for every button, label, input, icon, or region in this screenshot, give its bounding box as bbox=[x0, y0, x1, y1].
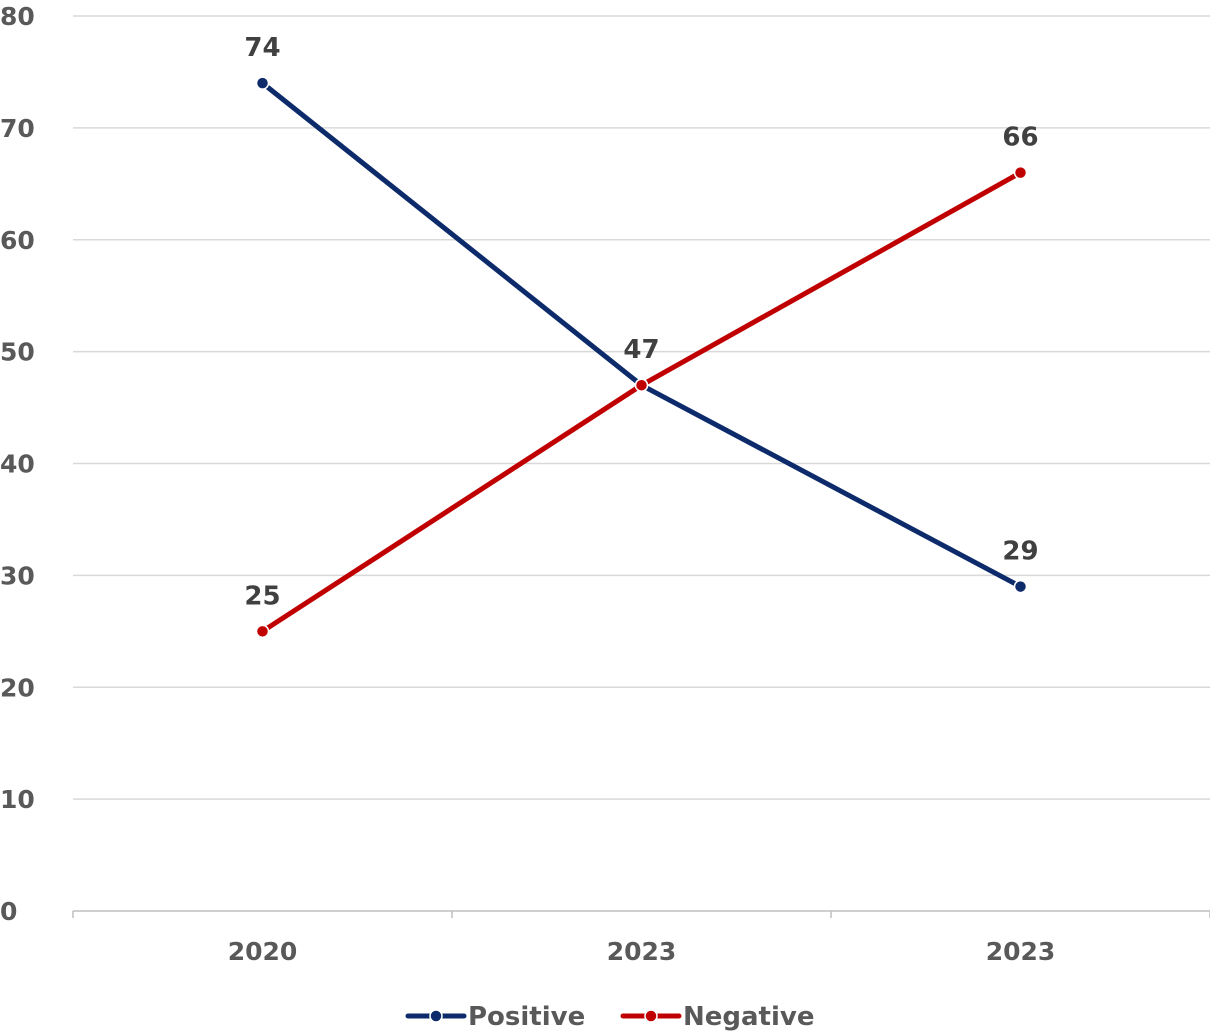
data-label-negative-0: 25 bbox=[244, 581, 280, 611]
data-label-negative-2: 66 bbox=[1002, 123, 1038, 153]
data-point-negative-1 bbox=[634, 378, 649, 392]
data-point-negative-2 bbox=[1013, 165, 1028, 180]
x-axis: 2020 2023 2023 bbox=[72, 910, 1210, 966]
y-tick-label-70: 70 bbox=[0, 114, 35, 143]
gridlines bbox=[73, 15, 1210, 800]
legend-swatch-marker bbox=[429, 1009, 443, 1023]
x-tick-label-0: 2020 bbox=[228, 937, 298, 966]
data-labels: 74 47 29 25 66 bbox=[244, 33, 1038, 611]
legend-item-positive: Positive bbox=[405, 1002, 585, 1032]
legend-label-positive: Positive bbox=[468, 1002, 585, 1032]
y-axis: 0 10 20 30 40 50 60 70 80 bbox=[0, 2, 35, 926]
y-tick-label-0: 0 bbox=[0, 897, 17, 926]
legend-item-negative: Negative bbox=[620, 1002, 814, 1032]
data-label-positive-0: 74 bbox=[244, 33, 280, 63]
y-tick-label-80: 80 bbox=[0, 2, 35, 31]
data-point-positive-2 bbox=[1013, 579, 1028, 594]
series-line-negative bbox=[260, 170, 1023, 634]
y-tick-label-60: 60 bbox=[0, 226, 35, 255]
data-point-positive-0 bbox=[255, 76, 270, 90]
legend-label-negative: Negative bbox=[683, 1002, 814, 1032]
data-label-positive-1: 47 bbox=[623, 335, 659, 365]
legend: Positive Negative bbox=[405, 1002, 814, 1032]
y-tick-label-50: 50 bbox=[0, 338, 35, 367]
y-tick-label-10: 10 bbox=[0, 785, 35, 814]
x-tick-label-1: 2023 bbox=[607, 937, 677, 966]
legend-swatch-marker bbox=[644, 1009, 658, 1023]
data-label-positive-2: 29 bbox=[1002, 537, 1038, 567]
x-tick-label-2: 2023 bbox=[986, 937, 1056, 966]
series-group bbox=[255, 76, 1028, 639]
y-tick-label-20: 20 bbox=[0, 673, 35, 702]
data-point-negative-0 bbox=[255, 624, 270, 639]
y-tick-label-30: 30 bbox=[0, 561, 35, 590]
y-tick-label-40: 40 bbox=[0, 450, 35, 479]
